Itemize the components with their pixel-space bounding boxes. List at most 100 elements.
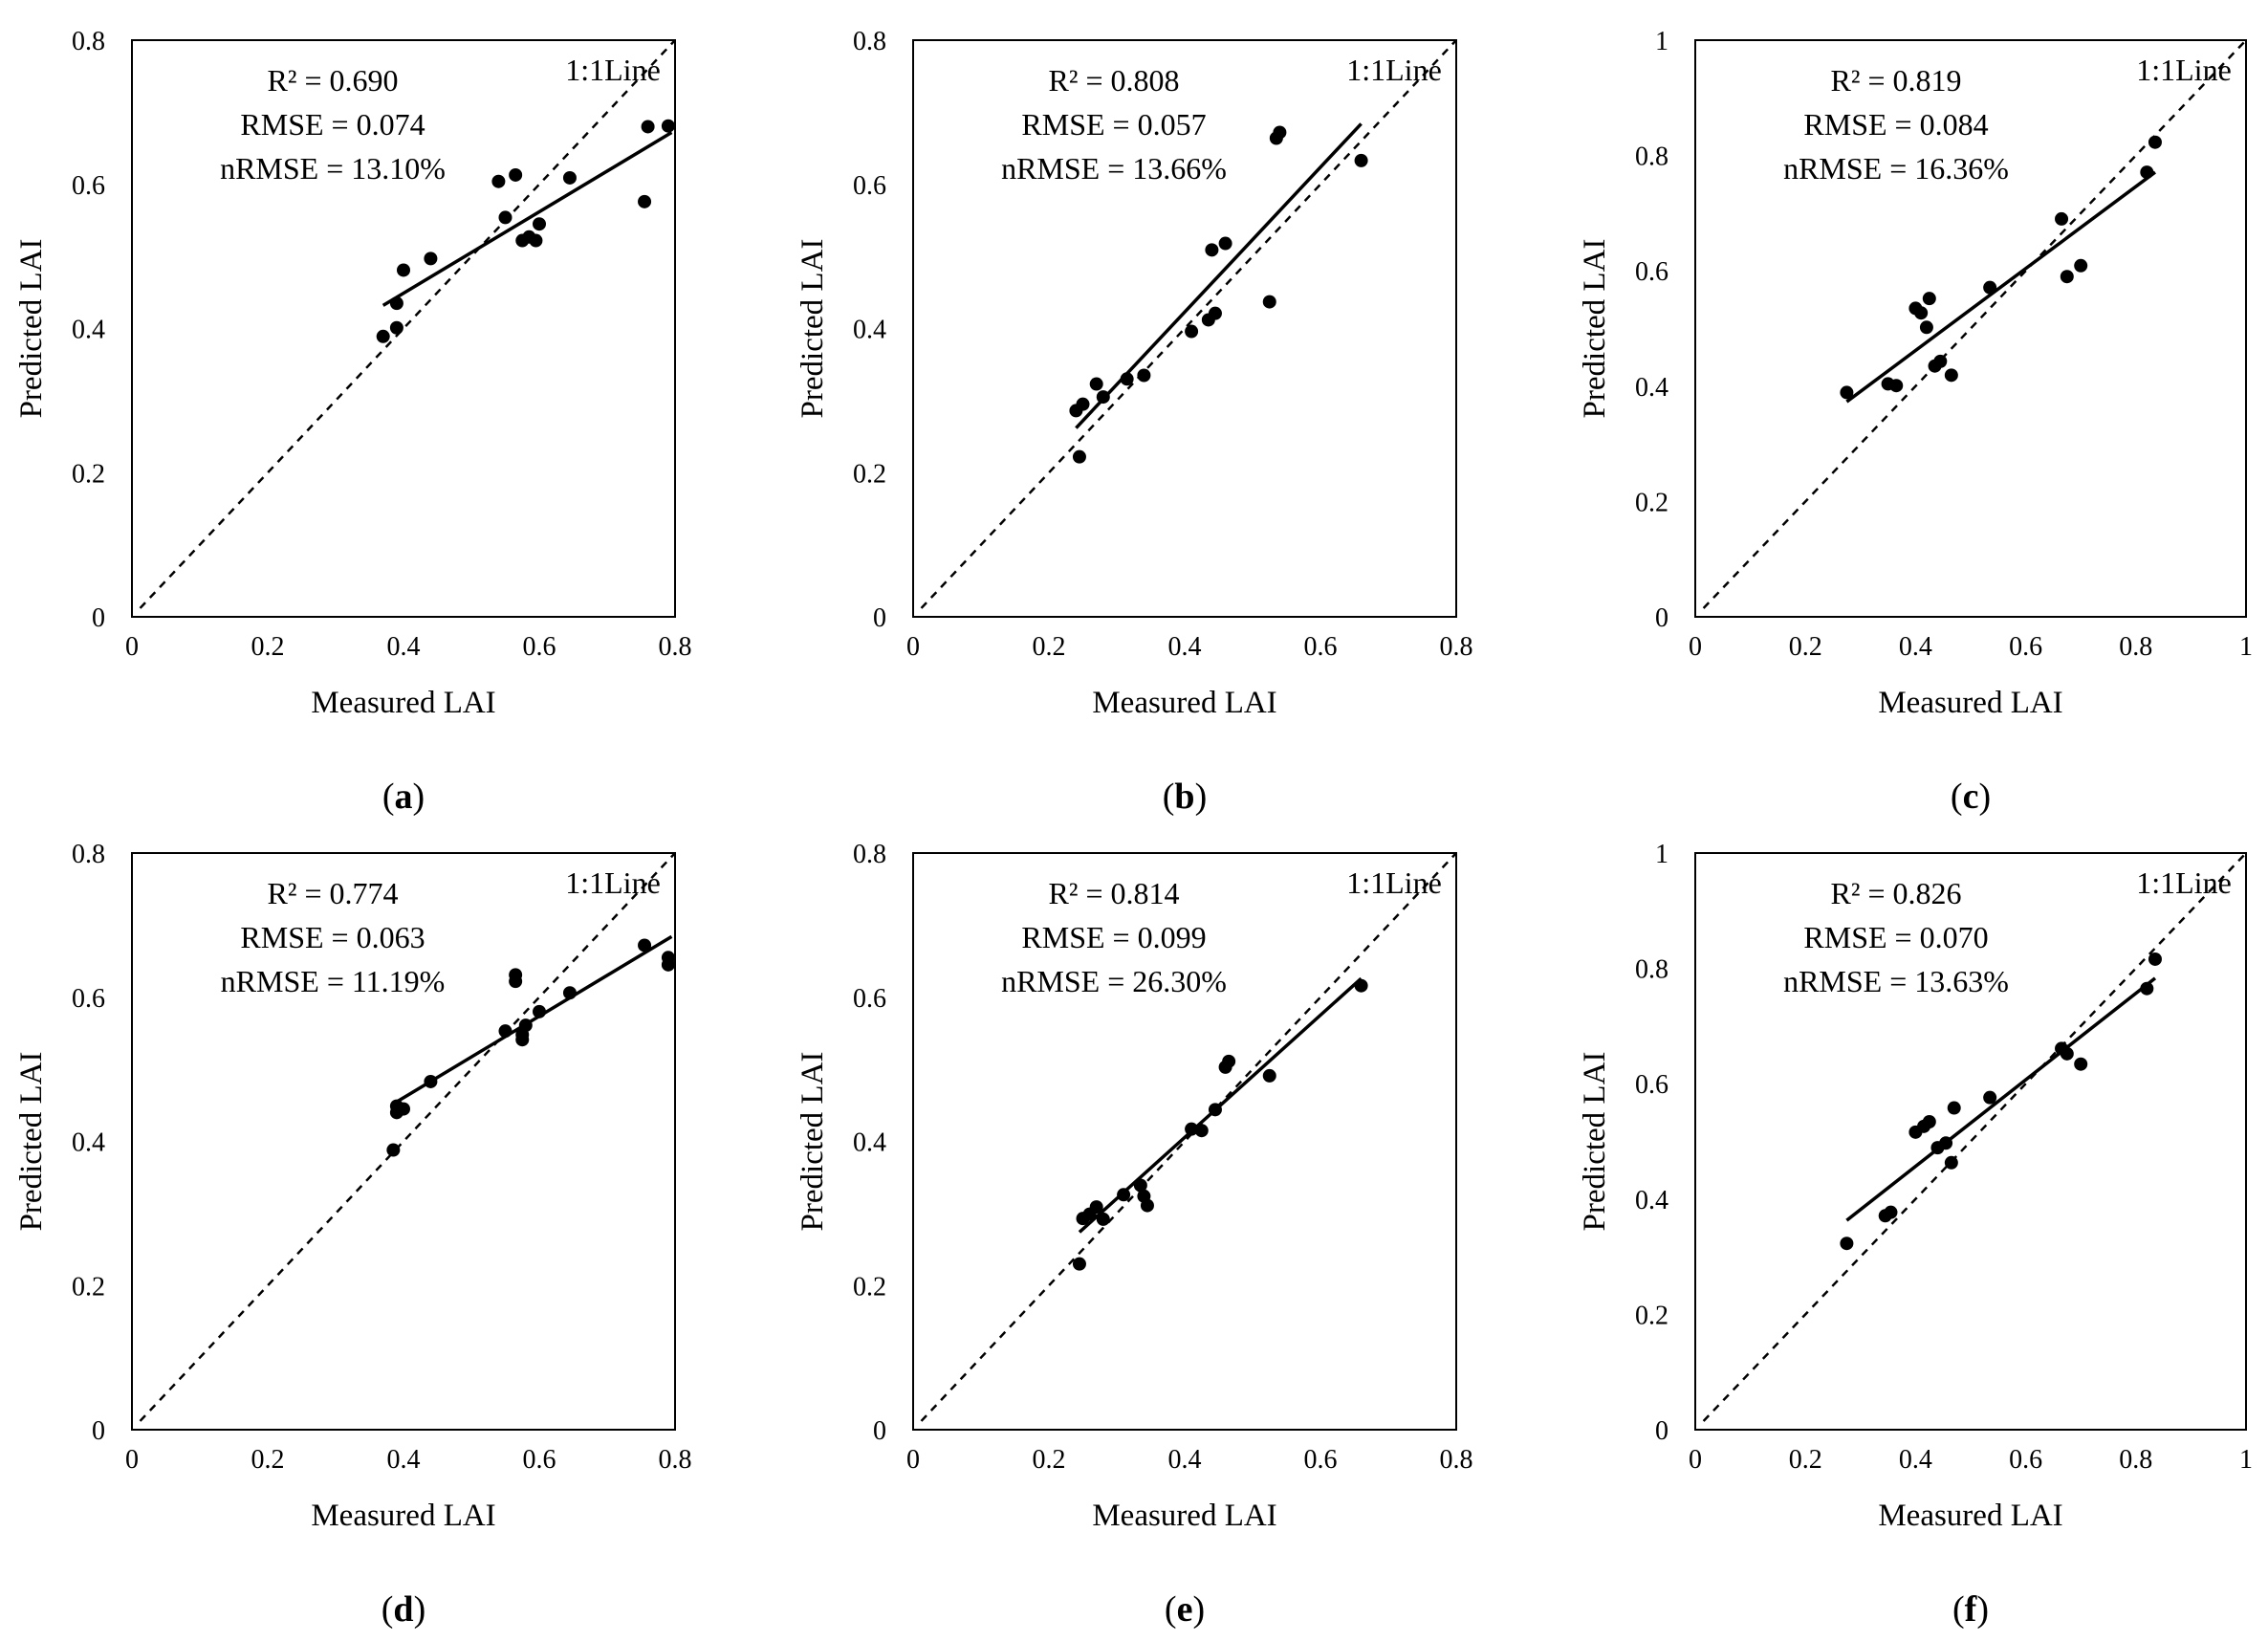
data-point (2074, 258, 2088, 273)
data-point (533, 1004, 546, 1018)
data-point (1273, 125, 1287, 140)
x-axis-label: Measured LAI (1092, 1499, 1276, 1533)
x-tick-label: 0.6 (523, 1445, 556, 1475)
y-tick-label: 0.8 (1635, 955, 1668, 985)
y-axis-label: Predicted LAI (14, 1052, 49, 1232)
data-point (389, 296, 403, 311)
data-point (1354, 153, 1368, 167)
r-squared-label: R² = 0.690 (268, 63, 399, 98)
x-tick-label: 0 (906, 1445, 920, 1475)
one-to-one-label: 1:1Line (2136, 865, 2232, 900)
x-tick-label: 0 (125, 632, 139, 662)
panel-label: (f) (1952, 1589, 1989, 1630)
data-point (2140, 981, 2154, 996)
y-tick-label: 0.2 (72, 1272, 105, 1302)
nrmse-label: nRMSE = 13.66% (1001, 151, 1227, 186)
data-point (1944, 368, 1958, 383)
data-point (1218, 236, 1232, 251)
y-tick-label: 0.4 (853, 1128, 886, 1158)
nrmse-label: nRMSE = 16.36% (1783, 151, 2009, 186)
panel-label: (b) (1163, 777, 1207, 817)
panel-b: 0 0.2 0.4 0.6 0.8 0 0.2 0.4 0.6 0.8 Measured LAI Pr… (796, 27, 1473, 817)
x-tick-label: 0 (1689, 1445, 1702, 1475)
x-tick-label: 0.2 (1789, 1445, 1822, 1475)
x-tick-label: 0.2 (1033, 1445, 1066, 1475)
y-tick-label: 0.6 (1635, 1070, 1668, 1100)
x-tick-label: 0.8 (659, 1445, 692, 1475)
r-squared-label: R² = 0.819 (1831, 63, 1962, 98)
panel-e: 0 0.2 0.4 0.6 0.8 0 0.2 0.4 0.6 0.8 Measured LAI Pr… (796, 840, 1473, 1630)
rmse-label: RMSE = 0.084 (1803, 107, 1988, 142)
x-tick-label: 0.4 (1168, 1445, 1202, 1475)
panel-d: 0 0.2 0.4 0.6 0.8 0 0.2 0.4 0.6 0.8 Measured LAI Pr… (14, 840, 692, 1630)
y-tick-label: 0.4 (1635, 373, 1668, 403)
x-axis-label: Measured LAI (311, 686, 495, 720)
x-tick-label: 1 (2239, 632, 2253, 662)
data-point (1947, 1101, 1961, 1115)
regression-line (392, 934, 673, 1106)
plot-frame (1694, 39, 2247, 618)
x-tick-label: 0.8 (659, 632, 692, 662)
data-point (1922, 1114, 1936, 1128)
data-point (2140, 165, 2154, 180)
r-squared-label: R² = 0.814 (1049, 876, 1180, 910)
x-tick-label: 1 (2239, 1445, 2253, 1475)
data-point (2055, 211, 2069, 226)
data-point (1089, 1200, 1103, 1215)
data-point (533, 217, 546, 231)
x-tick-label: 0.2 (1033, 632, 1066, 662)
x-tick-label: 0.4 (1899, 632, 1932, 662)
data-point (638, 938, 652, 952)
rmse-label: RMSE = 0.099 (1021, 920, 1206, 954)
x-axis-label: Measured LAI (311, 1499, 495, 1533)
one-to-one-label: 1:1Line (565, 53, 661, 87)
one-to-one-label: 1:1Line (565, 865, 661, 900)
data-point (562, 986, 577, 1000)
data-point (1096, 1212, 1110, 1226)
regression-line (1845, 976, 2157, 1222)
data-point (1919, 320, 1933, 335)
y-tick-label: 0 (1655, 1416, 1668, 1446)
one-to-one-label: 1:1Line (1346, 53, 1442, 87)
x-tick-label: 0.8 (2119, 1445, 2152, 1475)
data-point (1072, 449, 1086, 464)
data-point (562, 170, 577, 185)
x-tick-label: 0.4 (1168, 632, 1202, 662)
data-point (397, 263, 410, 277)
data-point (2148, 952, 2162, 966)
data-point (424, 1074, 438, 1088)
data-point (2148, 135, 2162, 149)
y-tick-label: 0.8 (853, 840, 886, 869)
x-tick-label: 0 (125, 1445, 139, 1475)
y-tick-label: 0.8 (1635, 142, 1668, 172)
data-point (661, 119, 675, 133)
one-to-one-line (139, 852, 676, 1422)
data-point (1933, 354, 1948, 368)
plot-frame (912, 39, 1457, 618)
y-axis-label: Predicted LAI (14, 239, 49, 419)
data-point (1072, 1257, 1086, 1271)
data-point (1133, 1178, 1147, 1193)
y-axis-label: Predicted LAI (1578, 239, 1612, 419)
panel-label: (a) (382, 777, 425, 817)
x-tick-label: 0.6 (523, 632, 556, 662)
y-tick-label: 0.4 (853, 316, 886, 345)
y-tick-label: 0.2 (1635, 488, 1668, 517)
data-point (1117, 1188, 1131, 1202)
data-point (641, 120, 655, 134)
data-point (1208, 306, 1222, 320)
y-tick-label: 0.2 (72, 459, 105, 489)
rmse-label: RMSE = 0.074 (240, 107, 425, 142)
y-tick-label: 0 (92, 603, 105, 633)
data-point (1089, 377, 1103, 391)
data-point (1222, 1054, 1236, 1068)
data-point (518, 1018, 533, 1033)
nrmse-label: nRMSE = 26.30% (1001, 964, 1227, 998)
data-point (2074, 1057, 2088, 1071)
data-point (1262, 1068, 1276, 1083)
data-point (1185, 1122, 1199, 1136)
y-axis-label: Predicted LAI (1578, 1052, 1612, 1232)
plot-frame (131, 852, 676, 1431)
plot-frame (131, 39, 676, 618)
data-point (1262, 295, 1276, 309)
